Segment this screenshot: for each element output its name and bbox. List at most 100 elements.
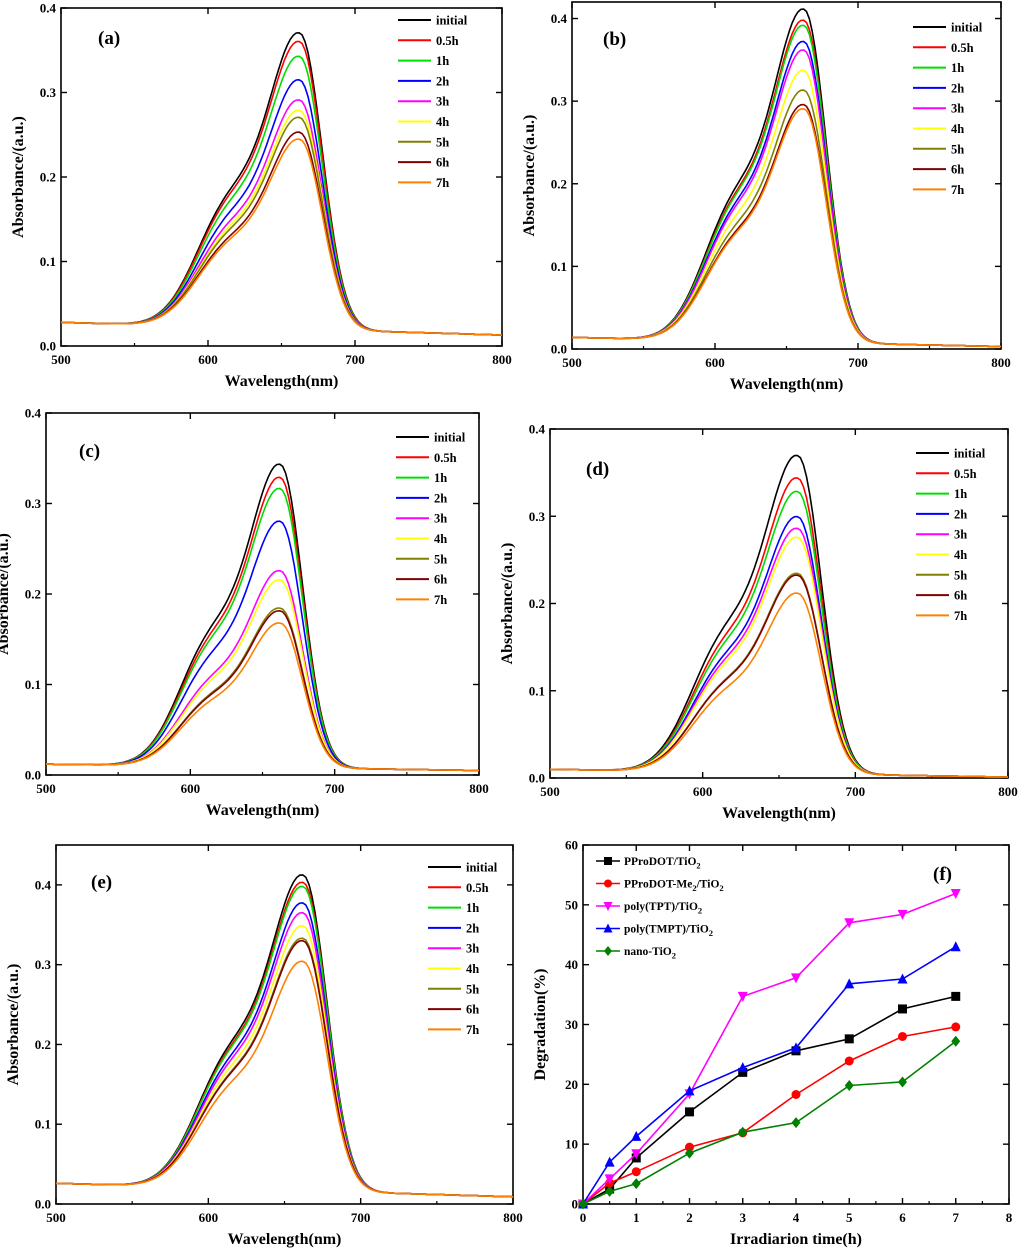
series-line-7h <box>56 960 513 1198</box>
x-tick-label: 800 <box>469 781 489 796</box>
legend-label: 0.5h <box>466 881 489 895</box>
legend-label: 0.5h <box>954 467 977 481</box>
x-tick-label: 600 <box>181 781 201 796</box>
x-tick-label: 5 <box>846 1210 853 1225</box>
series-line-7h <box>572 107 1001 348</box>
x-tick-label: 3 <box>740 1210 747 1225</box>
legend-label: 2h <box>466 921 479 935</box>
y-tick-label: 0.3 <box>25 496 42 511</box>
x-tick-label: 500 <box>46 1210 66 1225</box>
data-point-marker <box>951 1035 961 1047</box>
series-line-1h <box>46 487 479 772</box>
y-tick-label: 0.0 <box>551 342 567 357</box>
legend-label: 1h <box>951 61 964 75</box>
data-point-marker <box>737 1062 748 1073</box>
x-tick-label: 600 <box>199 1210 219 1225</box>
data-point-marker <box>631 1178 641 1190</box>
y-tick-label: 0.1 <box>25 677 41 692</box>
series-line-3h <box>56 911 513 1198</box>
series-line-3h <box>550 527 1008 778</box>
y-tick-label: 0.1 <box>529 683 545 698</box>
y-tick-label: 0.2 <box>551 176 567 191</box>
y-tick-label: 0.2 <box>25 587 41 602</box>
legend-label: 4h <box>434 532 447 546</box>
x-tick-label: 600 <box>693 784 713 799</box>
x-axis-label: Wavelength(nm) <box>206 802 320 819</box>
legend-label: poly(TPT)/TiO2 <box>624 901 702 916</box>
x-tick-label: 1 <box>633 1210 640 1225</box>
legend-label: 6h <box>954 589 967 603</box>
series-line-6h <box>56 939 513 1198</box>
series-line-6h <box>46 609 479 772</box>
x-tick-label: 700 <box>846 784 866 799</box>
data-point-marker <box>951 1022 961 1032</box>
series-line-initial <box>56 874 513 1198</box>
data-point-marker <box>791 1042 801 1053</box>
legend-label: 3h <box>436 95 449 109</box>
x-tick-label: 500 <box>36 781 56 796</box>
data-point-marker <box>898 1076 907 1088</box>
series-line-3 <box>582 946 957 1205</box>
legend-label: 5h <box>466 982 479 996</box>
legend-label: 1h <box>466 901 479 915</box>
panel-label: (f) <box>933 864 952 885</box>
x-axis-label: Wavelength(nm) <box>228 1231 342 1248</box>
y-tick-label: 10 <box>565 1137 578 1152</box>
data-point-marker <box>737 991 748 1002</box>
legend-label: initial <box>436 14 468 28</box>
x-tick-label: 6 <box>899 1210 906 1225</box>
x-tick-label: 700 <box>351 1210 371 1225</box>
legend-label: 6h <box>466 1003 479 1017</box>
panel-label: (d) <box>586 459 609 480</box>
y-tick-label: 0.1 <box>40 254 56 269</box>
y-tick-label: 30 <box>565 1017 578 1032</box>
data-point-marker <box>605 1185 615 1197</box>
x-axis-label: Wavelength(nm) <box>730 376 844 393</box>
data-point-marker <box>844 918 855 929</box>
y-tick-label: 40 <box>565 957 578 972</box>
legend-label: 3h <box>951 102 964 116</box>
x-axis-label: Wavelength(nm) <box>225 373 339 390</box>
legend-label: 5h <box>951 142 964 156</box>
data-point-marker <box>738 1067 748 1077</box>
legend-label: 0.5h <box>436 34 459 48</box>
y-tick-label: 0.4 <box>25 406 42 421</box>
legend-label: 3h <box>954 528 967 542</box>
data-point-marker <box>791 973 801 984</box>
x-tick-label: 0 <box>580 1210 587 1225</box>
y-axis-label: Absorbance/(a.u.) <box>0 533 12 655</box>
y-axis-label: Degradation(%) <box>532 969 549 1081</box>
y-tick-label: 0.4 <box>40 1 57 16</box>
data-point-marker <box>631 1167 641 1177</box>
data-point-marker <box>844 1056 854 1066</box>
data-point-marker <box>684 1085 695 1096</box>
y-tick-label: 0.0 <box>529 771 545 786</box>
x-tick-label: 8 <box>1006 1210 1013 1225</box>
legend-label: nano-TiO2 <box>624 946 676 961</box>
legend-label: 7h <box>434 593 447 607</box>
series-line-5h <box>56 937 513 1198</box>
legend-label: 7h <box>951 183 964 197</box>
data-point-marker <box>951 991 961 1001</box>
legend-label: 5h <box>436 135 449 149</box>
data-point-marker <box>685 1142 694 1152</box>
data-point-marker <box>791 1117 801 1129</box>
data-point-marker <box>791 1090 801 1100</box>
legend-label: 2h <box>954 507 967 521</box>
y-axis-label: Absorbance/(a.u.) <box>10 116 27 238</box>
series-line-initial <box>46 463 479 772</box>
y-axis-label: Absorbance/(a.u.) <box>521 115 538 237</box>
legend-label: 4h <box>436 115 449 129</box>
panel-label: (b) <box>603 29 626 50</box>
legend-label: 6h <box>951 163 964 177</box>
legend-label: 4h <box>466 962 479 976</box>
panel-label: (e) <box>91 872 112 893</box>
data-point-marker <box>631 1149 642 1160</box>
y-tick-label: 0.0 <box>25 768 41 783</box>
y-tick-label: 0.2 <box>35 1037 51 1052</box>
legend-label: 1h <box>436 54 449 68</box>
y-tick-label: 20 <box>565 1077 578 1092</box>
series-line-5h <box>550 572 1008 778</box>
